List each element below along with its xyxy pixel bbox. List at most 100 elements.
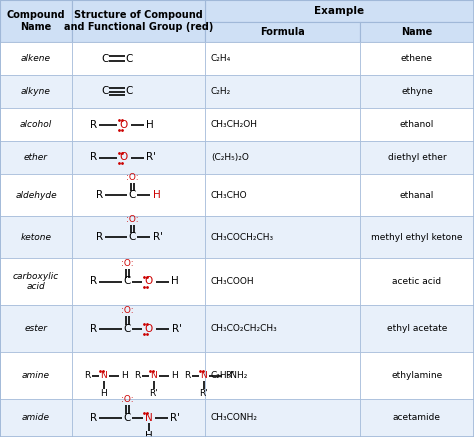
Text: R': R' (172, 323, 182, 333)
Bar (0, 352, 72, 399)
Text: R': R' (146, 153, 156, 163)
Bar (360, 42, 474, 75)
Text: R: R (134, 371, 140, 380)
Bar (360, 141, 474, 174)
Bar (205, 42, 360, 75)
Text: :O:: :O: (126, 173, 138, 183)
Text: amide: amide (22, 413, 50, 423)
Text: methyl ethyl ketone: methyl ethyl ketone (371, 232, 463, 242)
Text: R': R' (150, 389, 158, 398)
Bar (205, 75, 360, 108)
Text: N: N (100, 371, 108, 380)
Bar (0, 216, 72, 258)
Text: ester: ester (25, 324, 47, 333)
Text: CH₃CO₂CH₂CH₃: CH₃CO₂CH₂CH₃ (211, 324, 278, 333)
Text: (C₂H₅)₂O: (C₂H₅)₂O (211, 153, 249, 162)
Text: amine: amine (22, 371, 50, 380)
Bar (360, 352, 474, 399)
Text: CH₃CH₂OH: CH₃CH₂OH (211, 120, 258, 129)
Text: ethanol: ethanol (400, 120, 434, 129)
Text: H: H (172, 371, 178, 380)
Bar (0, 258, 72, 305)
Text: C: C (125, 53, 133, 63)
Text: alkyne: alkyne (21, 87, 51, 96)
Text: H: H (100, 389, 108, 398)
Text: C: C (123, 277, 131, 287)
Text: Compound
Name: Compound Name (7, 10, 65, 32)
Text: R: R (91, 153, 98, 163)
Bar (72, 174, 205, 216)
Text: R: R (84, 371, 90, 380)
Text: R: R (91, 413, 98, 423)
Text: acetic acid: acetic acid (392, 277, 442, 286)
Text: alcohol: alcohol (20, 120, 52, 129)
Text: O: O (145, 323, 153, 333)
Text: CH₃COCH₂CH₃: CH₃COCH₂CH₃ (211, 232, 274, 242)
Text: CH₃COOH: CH₃COOH (211, 277, 255, 286)
Text: C₂H₂: C₂H₂ (211, 87, 231, 96)
Text: :O:: :O: (121, 306, 133, 315)
Text: N: N (145, 413, 153, 423)
Text: ethanal: ethanal (400, 191, 434, 200)
Bar (72, 108, 205, 141)
Bar (360, 22, 474, 42)
Bar (360, 108, 474, 141)
Text: H: H (153, 190, 161, 200)
Text: C: C (123, 323, 131, 333)
Bar (72, 141, 205, 174)
Text: R: R (96, 232, 103, 242)
Text: C: C (123, 413, 131, 423)
Text: R″: R″ (225, 371, 235, 380)
Text: :O:: :O: (121, 259, 133, 268)
Bar (205, 141, 360, 174)
Text: Example: Example (314, 6, 365, 16)
Text: CH₃CHO: CH₃CHO (211, 191, 247, 200)
Bar (205, 305, 360, 352)
Text: :O:: :O: (121, 395, 133, 405)
Bar (0, 0, 72, 42)
Text: C: C (125, 87, 133, 97)
Text: aldehyde: aldehyde (15, 191, 57, 200)
Bar (360, 75, 474, 108)
Text: :O:: :O: (126, 215, 138, 225)
Bar (360, 258, 474, 305)
Bar (72, 216, 205, 258)
Bar (0, 108, 72, 141)
Bar (205, 399, 360, 437)
Text: diethyl ether: diethyl ether (388, 153, 447, 162)
Bar (205, 258, 360, 305)
Text: R: R (184, 371, 190, 380)
Text: ether: ether (24, 153, 48, 162)
Text: ethyne: ethyne (401, 87, 433, 96)
Bar (205, 216, 360, 258)
Text: alkene: alkene (21, 54, 51, 63)
Bar (0, 174, 72, 216)
Bar (360, 216, 474, 258)
Bar (360, 305, 474, 352)
Bar (205, 0, 474, 22)
Text: C: C (128, 232, 136, 242)
Bar (0, 75, 72, 108)
Text: acetamide: acetamide (393, 413, 441, 423)
Bar (72, 258, 205, 305)
Text: N: N (151, 371, 157, 380)
Bar (72, 75, 205, 108)
Text: Name: Name (401, 27, 433, 37)
Text: H: H (145, 431, 153, 437)
Bar (0, 399, 72, 437)
Text: C: C (101, 53, 109, 63)
Text: O: O (120, 153, 128, 163)
Bar (72, 399, 205, 437)
Text: H: H (146, 119, 154, 129)
Text: O: O (120, 119, 128, 129)
Bar (72, 0, 205, 42)
Text: CH₃CONH₂: CH₃CONH₂ (211, 413, 258, 423)
Text: ethylamine: ethylamine (392, 371, 443, 380)
Text: Structure of Compound
and Functional Group (red): Structure of Compound and Functional Gro… (64, 10, 213, 32)
Bar (205, 22, 360, 42)
Text: R': R' (153, 232, 163, 242)
Text: N: N (201, 371, 207, 380)
Text: R': R' (170, 413, 180, 423)
Bar (72, 42, 205, 75)
Bar (360, 174, 474, 216)
